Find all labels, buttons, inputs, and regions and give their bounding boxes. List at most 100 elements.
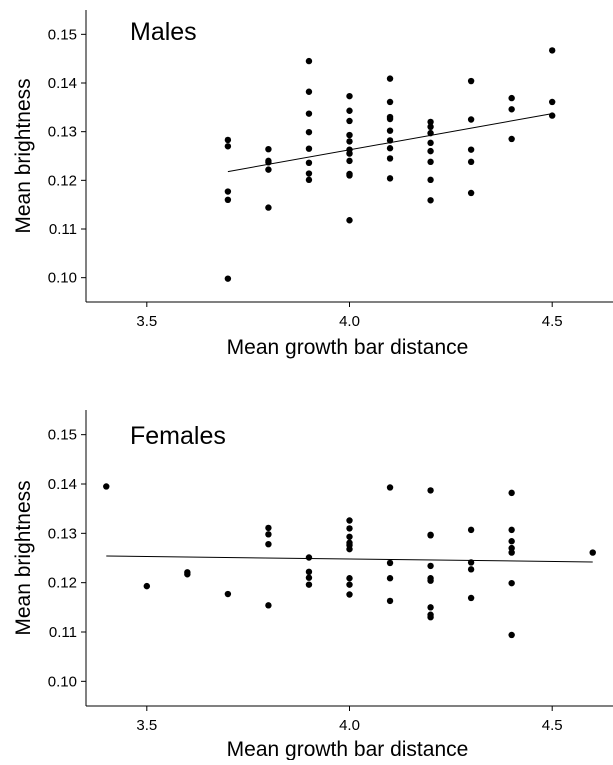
females-data-point	[467, 566, 475, 573]
males-data-point	[548, 47, 556, 54]
females-data-point	[508, 526, 515, 534]
females-y-tick-label: 0.13	[48, 525, 77, 542]
males-data-point	[427, 147, 434, 155]
females-data-point	[386, 559, 394, 567]
females-y-tick-label: 0.11	[49, 624, 77, 641]
males-data-point	[386, 137, 394, 144]
males-data-point	[346, 172, 353, 179]
females-data-point	[427, 532, 434, 539]
females-data-point	[427, 604, 434, 611]
females-data-point	[305, 574, 313, 581]
males-panel: 0.10 0.11 0.12 0.13 0.14 0.15 3.5 4.0 4.5 Mean gr…	[12, 10, 613, 359]
males-data-point	[427, 158, 434, 166]
males-data-point	[305, 57, 313, 65]
males-data-point	[467, 77, 475, 85]
females-data-point	[467, 559, 475, 566]
females-data-point	[346, 575, 353, 582]
females-data-point	[346, 533, 353, 540]
females-data-point	[103, 483, 110, 490]
males-data-point	[467, 146, 475, 153]
females-y-axis-title: Mean brightness	[12, 480, 35, 635]
males-data-point	[265, 159, 272, 166]
females-data-point	[346, 517, 353, 524]
males-x-axis-title: Mean growth bar distance	[227, 336, 469, 359]
males-data-point	[508, 135, 515, 143]
females-data-point	[508, 538, 515, 545]
males-data-point	[346, 150, 353, 157]
males-y-axis-title: Mean brightness	[12, 78, 35, 233]
males-data-point	[386, 115, 394, 123]
males-data-point	[224, 275, 232, 282]
females-data-point	[508, 544, 515, 552]
males-data-point	[467, 189, 475, 197]
males-data-point	[427, 118, 434, 126]
males-data-point	[224, 143, 232, 150]
males-data-point	[265, 204, 272, 211]
males-data-point	[224, 188, 232, 195]
females-data-point	[427, 487, 434, 494]
females-data-point	[305, 554, 313, 561]
males-data-point	[346, 107, 353, 114]
males-data-point	[548, 98, 556, 106]
males-data-point	[508, 106, 515, 113]
males-y-tick-label: 0.10	[48, 270, 77, 287]
females-data-point	[467, 526, 475, 534]
females-data-point	[346, 525, 353, 532]
males-data-point	[386, 145, 394, 152]
females-x-axis-title: Mean growth bar distance	[227, 738, 469, 760]
males-data-point	[224, 136, 232, 144]
females-data-point	[427, 562, 434, 570]
males-x-tick-label: 4.0	[339, 313, 360, 330]
males-data-point	[427, 176, 434, 184]
females-x-tick-label: 3.5	[136, 717, 157, 734]
females-data-point	[265, 524, 272, 532]
males-y-tick-label: 0.14	[48, 75, 77, 92]
females-data-point	[265, 540, 272, 548]
males-data-point	[265, 145, 272, 153]
males-data-point	[305, 145, 313, 152]
females-data-point	[508, 549, 515, 556]
males-data-point	[346, 117, 353, 125]
males-y-tick-label: 0.13	[48, 124, 77, 141]
females-x-tick-label: 4.5	[542, 717, 563, 734]
males-data-point	[386, 127, 394, 134]
males-data-point	[305, 159, 313, 167]
males-data-point	[508, 94, 515, 102]
males-data-point	[386, 98, 394, 106]
males-y-tick-label: 0.15	[48, 26, 77, 43]
males-data-point	[346, 131, 353, 139]
males-data-point	[427, 123, 434, 130]
females-data-point	[346, 581, 353, 588]
females-data-point	[386, 484, 394, 491]
females-data-point	[427, 614, 434, 621]
females-data-point	[224, 590, 232, 598]
males-y-tick-label: 0.11	[49, 221, 77, 238]
males-data-point	[305, 88, 313, 95]
males-data-point	[346, 217, 353, 224]
males-data-point	[265, 166, 272, 173]
females-data-point	[305, 568, 313, 576]
males-data-point	[427, 139, 434, 147]
females-y-tick-label: 0.10	[48, 673, 77, 690]
females-data-point	[265, 602, 272, 609]
females-data-point	[346, 545, 353, 553]
males-data-point	[305, 170, 313, 177]
males-data-point	[386, 75, 394, 82]
males-data-point	[467, 158, 475, 166]
females-data-point	[346, 591, 353, 598]
females-y-tick-label: 0.14	[48, 476, 77, 493]
females-data-point	[508, 631, 515, 639]
males-data-point	[386, 155, 394, 162]
males-data-point	[427, 129, 434, 137]
females-panel-title: Females	[130, 422, 226, 450]
females-data-point	[386, 575, 394, 582]
females-data-point	[305, 581, 313, 588]
females-data-point	[184, 571, 191, 578]
males-data-point	[346, 138, 353, 145]
males-data-point	[427, 197, 434, 204]
females-y-tick-label: 0.12	[48, 575, 77, 592]
males-data-point	[467, 116, 475, 123]
females-x-tick-label: 4.0	[339, 717, 360, 734]
